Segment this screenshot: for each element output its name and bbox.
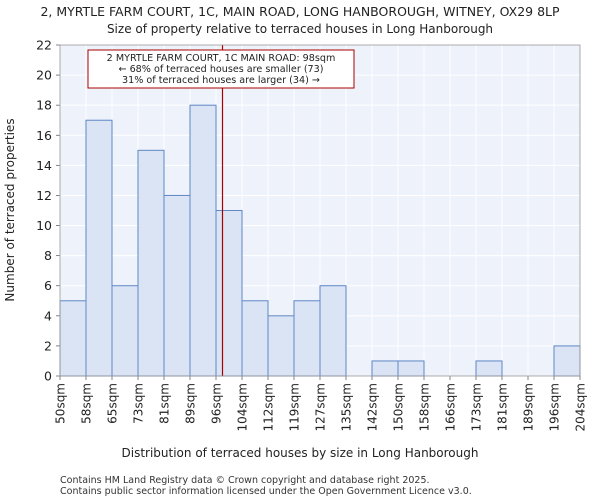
x-tick-label: 158sqm <box>418 383 432 431</box>
bar <box>85 119 113 377</box>
bar <box>59 300 87 377</box>
bar <box>319 285 347 377</box>
bar <box>397 360 425 377</box>
bars <box>59 104 581 377</box>
x-tick-label: 166sqm <box>444 383 458 431</box>
x-tick-label: 96sqm <box>210 383 224 424</box>
y-tick-label: 22 <box>36 38 52 53</box>
y-tick-label: 2 <box>44 338 52 353</box>
bar <box>111 285 139 377</box>
bar <box>371 360 399 377</box>
x-axis-ticks: 50sqm 58sqm 65sqm 73sqm 81sqm 89sqm 96sqm 104sq… <box>54 376 588 431</box>
x-tick-label: 135sqm <box>340 383 354 431</box>
x-tick-label: 81sqm <box>158 383 172 424</box>
x-tick-label: 89sqm <box>184 383 198 424</box>
annotation-box-frame <box>87 49 355 89</box>
y-tick-label: 14 <box>36 158 52 173</box>
bar <box>137 149 165 377</box>
y-tick-label: 8 <box>44 248 52 263</box>
y-tick-label: 20 <box>36 68 52 83</box>
annotation-line3: 31% of terraced houses are larger (34) → <box>122 75 320 86</box>
y-tick-label: 16 <box>36 128 52 143</box>
annotation-line2: ← 68% of terraced houses are smaller (73… <box>118 64 323 75</box>
chart-title-line1: 2, MYRTLE FARM COURT, 1C, MAIN ROAD, LON… <box>40 4 560 19</box>
bar <box>267 315 295 377</box>
y-tick-label: 6 <box>44 278 52 293</box>
x-tick-label: 150sqm <box>392 383 406 431</box>
bar <box>475 360 503 377</box>
x-tick-label: 65sqm <box>106 383 120 424</box>
x-tick-label: 73sqm <box>132 383 146 424</box>
y-axis-ticks: 0 2 4 6 8 10 12 14 16 18 20 22 <box>36 38 60 384</box>
bar <box>293 300 321 377</box>
annotation-box: 2 MYRTLE FARM COURT, 1C MAIN ROAD: 98sqm… <box>87 49 355 89</box>
plot-frame <box>59 44 581 377</box>
footer-line1: Contains HM Land Registry data © Crown c… <box>60 475 430 486</box>
x-tick-label: 127sqm <box>314 383 328 431</box>
bar <box>241 300 269 377</box>
x-tick-label: 181sqm <box>496 383 510 431</box>
y-tick-label: 0 <box>44 369 52 384</box>
y-tick-label: 12 <box>36 188 52 203</box>
x-tick-label: 173sqm <box>470 383 484 431</box>
bar <box>163 194 191 377</box>
y-axis-label: Number of terraced properties <box>3 118 17 301</box>
x-tick-label: 104sqm <box>236 383 250 431</box>
bar <box>189 104 217 377</box>
x-tick-label: 189sqm <box>522 383 536 431</box>
bar <box>215 210 243 377</box>
y-tick-label: 4 <box>44 308 52 323</box>
annotation-line1: 2 MYRTLE FARM COURT, 1C MAIN ROAD: 98sqm <box>107 53 336 64</box>
bar <box>553 345 581 377</box>
x-tick-label: 119sqm <box>288 383 302 431</box>
y-tick-label: 18 <box>36 98 52 113</box>
x-axis-label: Distribution of terraced houses by size … <box>122 446 479 460</box>
footer-line2: Contains public sector information licen… <box>60 486 472 497</box>
x-tick-label: 142sqm <box>366 383 380 431</box>
x-tick-label: 204sqm <box>574 383 588 431</box>
y-tick-label: 10 <box>36 218 52 233</box>
x-tick-label: 196sqm <box>548 383 562 431</box>
x-tick-label: 50sqm <box>54 383 68 424</box>
chart-title-line2: Size of property relative to terraced ho… <box>107 22 493 36</box>
x-tick-label: 112sqm <box>262 383 276 431</box>
x-tick-label: 58sqm <box>80 383 94 424</box>
